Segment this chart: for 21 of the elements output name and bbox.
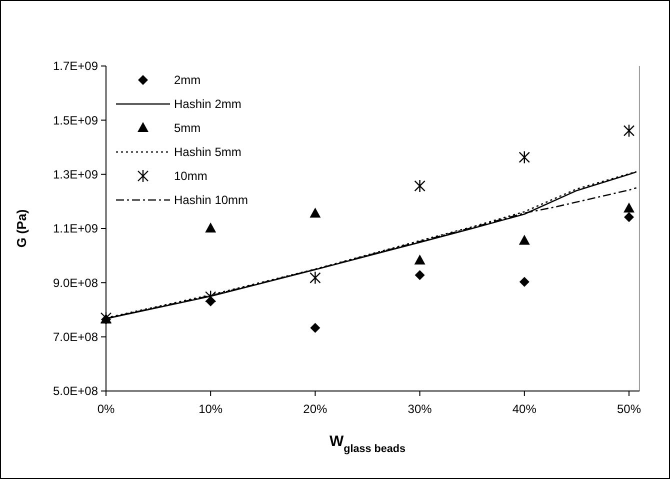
- y-tick-label: 1.7E+09: [52, 59, 98, 74]
- x-tick-label: 30%: [408, 402, 432, 416]
- x-tick-label: 0%: [97, 402, 115, 416]
- y-tick-label: 5.0E+08: [52, 384, 98, 398]
- y-tick-label: 7.0E+08: [52, 330, 98, 344]
- y-axis-title: G (Pa): [14, 209, 29, 248]
- x-tick-label: 20%: [303, 402, 328, 416]
- y-tick-label: 1.5E+09: [52, 113, 98, 128]
- legend-label: Hashin 5mm: [174, 145, 242, 160]
- x-tick-label: 10%: [198, 402, 223, 416]
- x-tick-label: 50%: [616, 402, 642, 416]
- y-tick-label: 9.0E+08: [52, 276, 98, 290]
- legend-label: 5mm: [174, 121, 201, 136]
- legend-label: 2mm: [174, 73, 201, 88]
- x-tick-label: 40%: [512, 402, 537, 416]
- legend-label: Hashin 2mm: [174, 97, 242, 112]
- legend-label: 10mm: [174, 169, 208, 184]
- y-tick-label: 1.3E+09: [52, 168, 98, 182]
- legend-label: Hashin 10mm: [174, 193, 248, 208]
- x-axis-title: W$_{glass beads}$: [330, 433, 406, 455]
- y-tick-label: 1.1E+09: [52, 222, 98, 236]
